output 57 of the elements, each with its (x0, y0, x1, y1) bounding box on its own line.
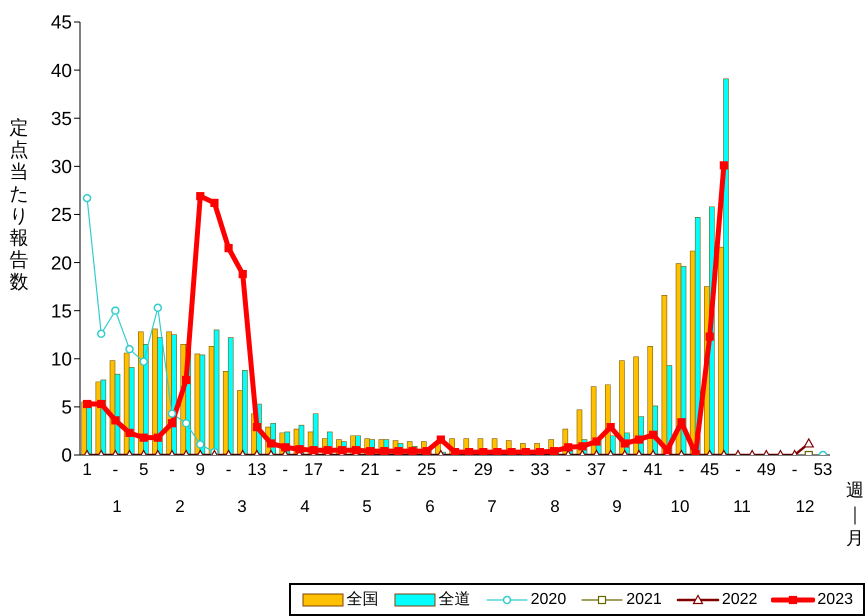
x-tick-label: - (112, 460, 118, 480)
x-tick-label: 29 (474, 460, 493, 480)
x-tick-label: - (565, 460, 572, 480)
text: 7 (488, 497, 497, 516)
legend-label: 2023 (817, 590, 853, 608)
x-tick-label: - (226, 460, 232, 480)
y-tick-label: 15 (50, 301, 72, 322)
text: 3 (238, 497, 247, 516)
y-tick-label: 10 (50, 350, 72, 371)
x-tick-label: 25 (417, 460, 436, 480)
x-tick-label: 45 (700, 460, 720, 480)
x-tick-label: 21 (360, 460, 380, 480)
text: 2 (175, 497, 184, 516)
legend-label: 全道 (438, 590, 471, 610)
x-tick-label: 9 (196, 460, 206, 480)
text: 9 (612, 497, 622, 516)
x-tick-label: - (396, 460, 402, 480)
text: 4 (300, 497, 310, 516)
x-tick-label: - (792, 460, 798, 480)
x-tick-label: 5 (138, 460, 148, 480)
y-tick-label: 30 (50, 157, 72, 178)
x-tick-label: - (678, 460, 684, 480)
x-axis-title: 週｜月 (845, 479, 865, 550)
x-tick-label: 17 (304, 460, 323, 480)
y-tick-label: 0 (61, 446, 72, 467)
legend-label: 2020 (530, 590, 566, 608)
text: 1 (112, 497, 122, 516)
x-tick-label: - (452, 460, 458, 480)
x-tick-label: - (508, 460, 514, 480)
y-axis-title: 定点当たり報告数 (8, 118, 30, 294)
text: 5 (362, 497, 372, 516)
text: 8 (550, 497, 560, 516)
x-tick-label: 13 (247, 460, 266, 480)
text: 6 (425, 497, 434, 516)
x-tick-label: 49 (756, 460, 776, 480)
text: 10 (670, 497, 690, 516)
legend-label: 2022 (722, 590, 758, 608)
x-tick-label: 1 (82, 460, 92, 480)
legend-label: 全国 (346, 590, 379, 610)
x-tick-label: 37 (587, 460, 606, 480)
legend-label: 2021 (626, 590, 662, 608)
x-tick-label: 33 (530, 460, 550, 480)
x-tick-label: - (622, 460, 628, 480)
y-tick-label: 35 (50, 108, 72, 130)
y-tick-label: 25 (50, 205, 72, 226)
x-tick-label: - (169, 460, 175, 480)
y-tick-label: 20 (50, 253, 72, 274)
y-tick-label: 40 (50, 60, 72, 82)
text: 12 (795, 497, 814, 516)
x-tick-label: - (735, 460, 741, 480)
y-tick-label: 45 (50, 12, 72, 34)
x-tick-label: - (338, 460, 345, 480)
x-tick-label: 53 (813, 460, 832, 480)
x-tick-label: - (282, 460, 288, 480)
y-tick-label: 5 (61, 398, 72, 419)
x-tick-label: 41 (644, 460, 663, 480)
text: 11 (733, 497, 752, 516)
